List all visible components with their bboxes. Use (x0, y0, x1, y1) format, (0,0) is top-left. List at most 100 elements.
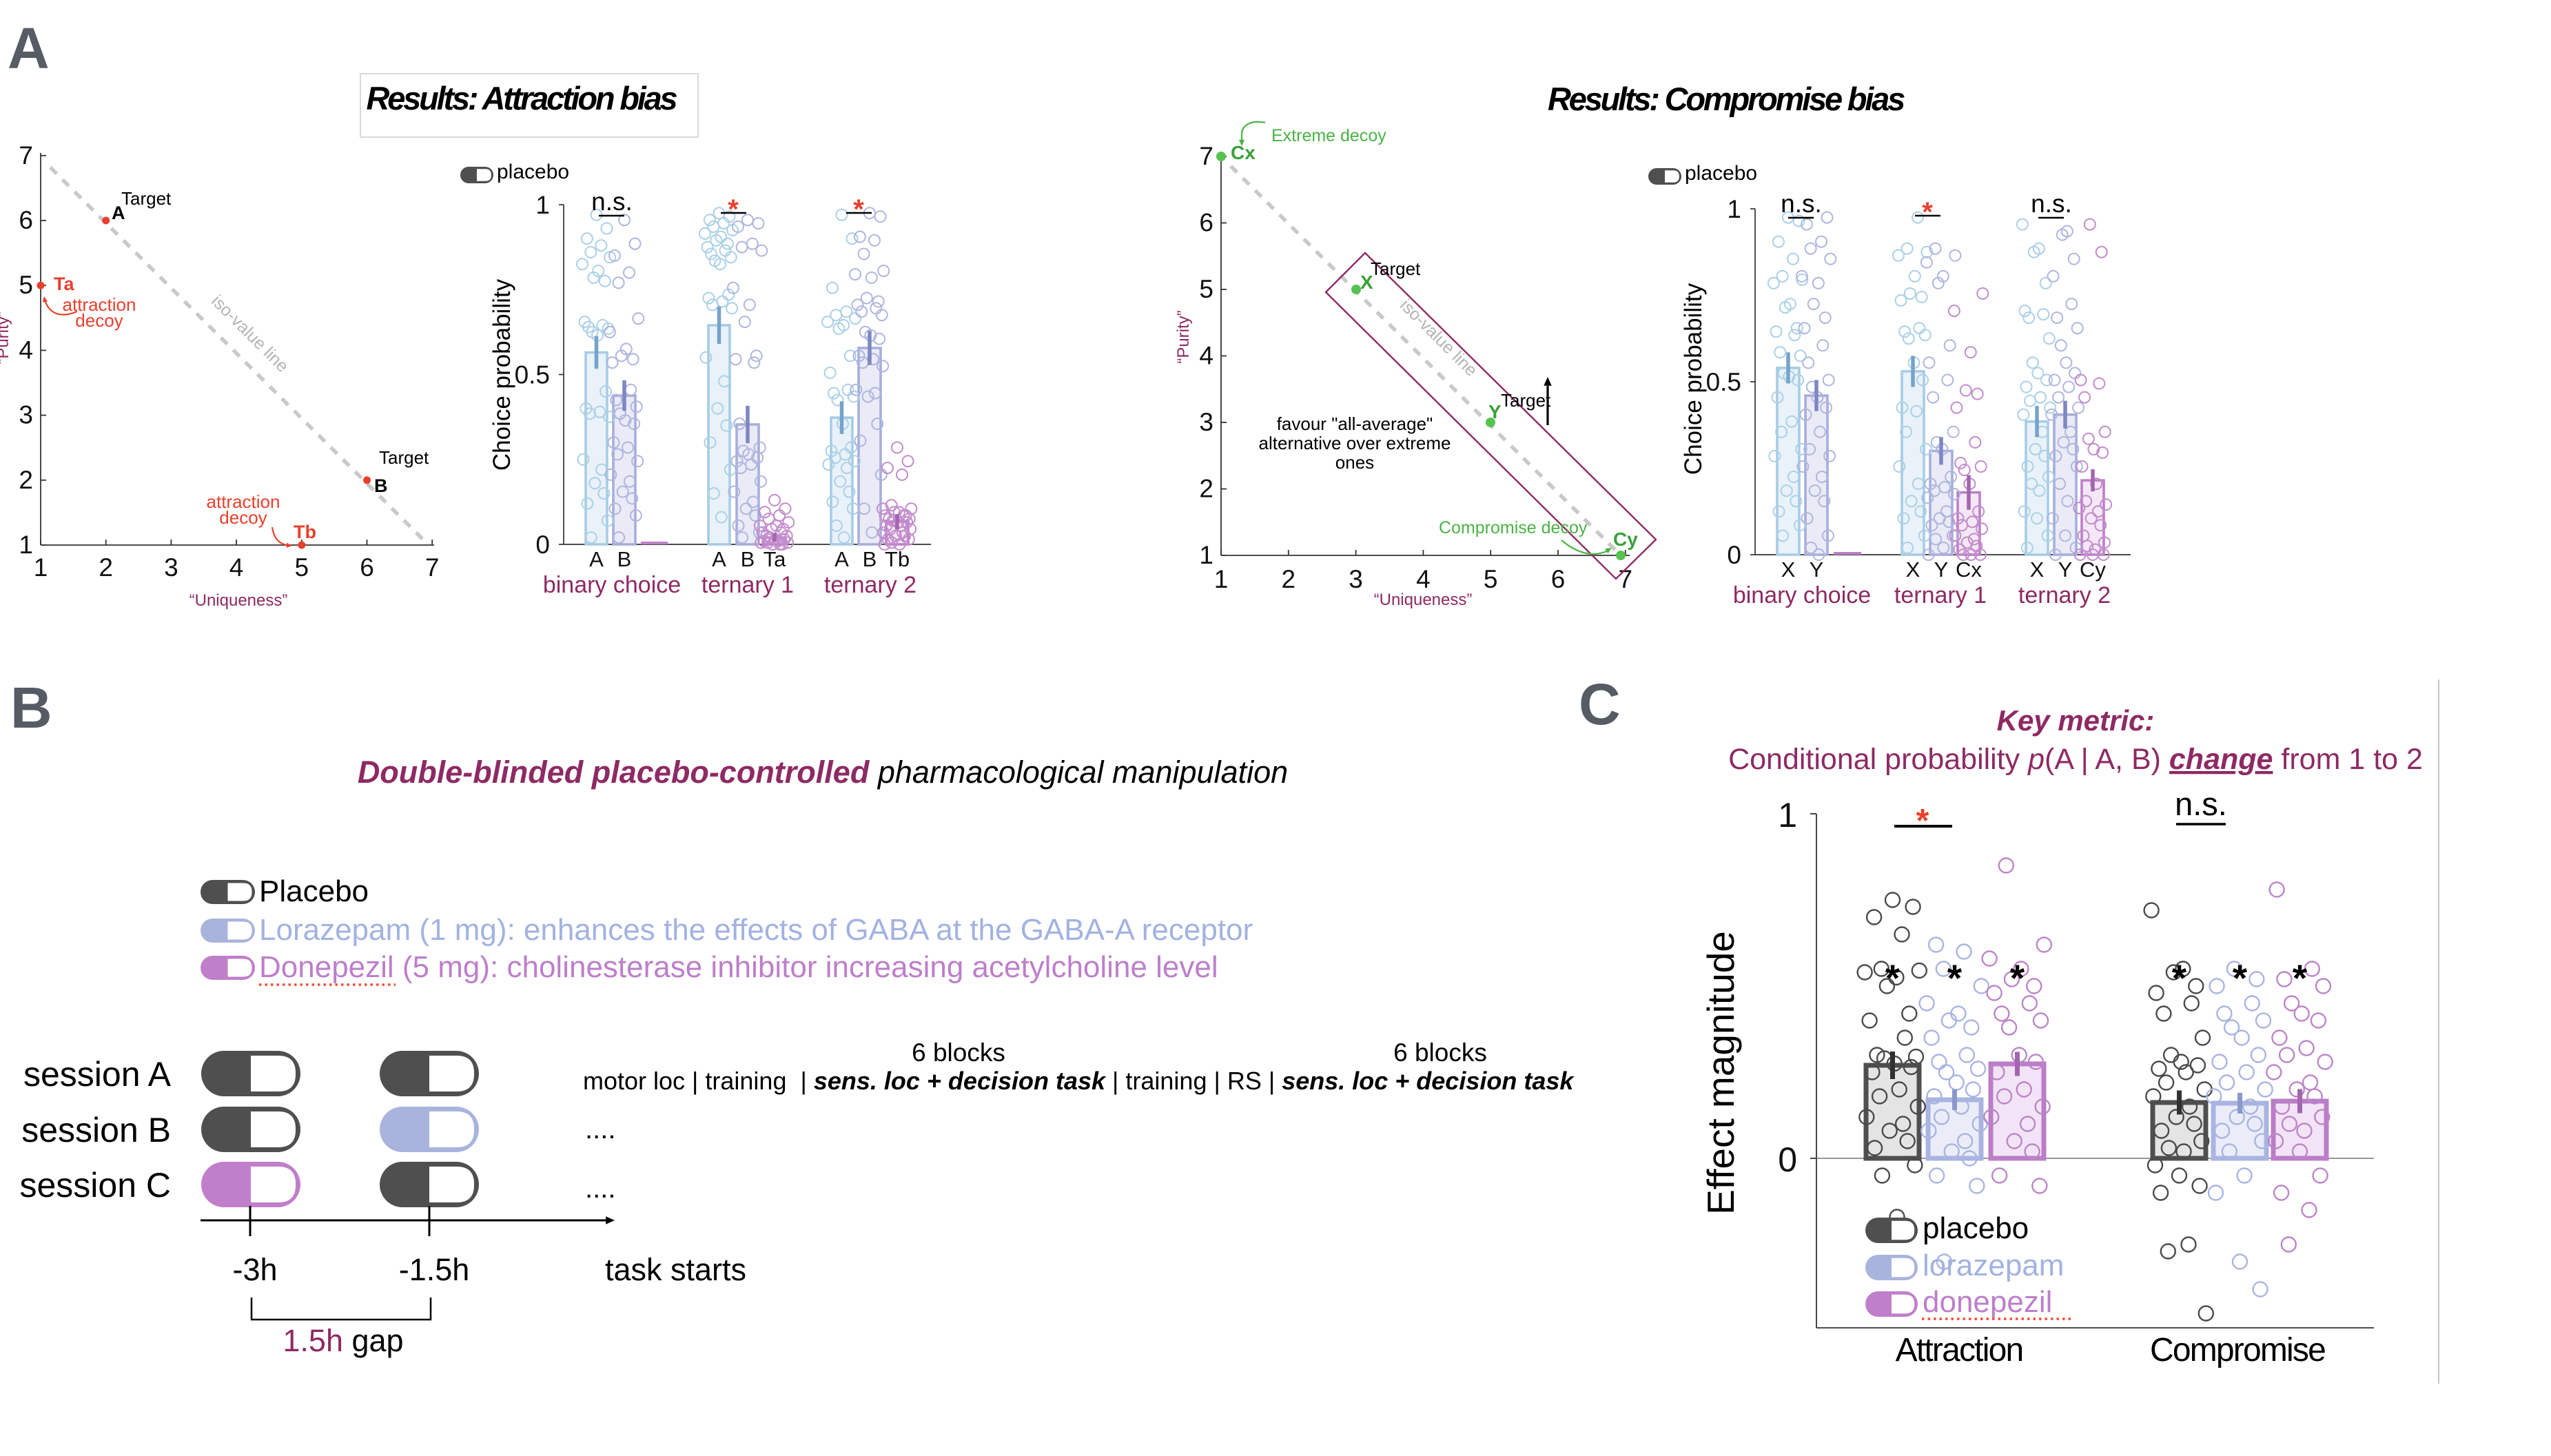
svg-text:A: A (8, 16, 50, 81)
svg-text:B: B (863, 547, 877, 571)
svg-text:0: 0 (535, 531, 550, 559)
svg-text:*: * (728, 194, 739, 225)
svg-text:favour "all-average": favour "all-average" (1277, 413, 1433, 434)
svg-text:X: X (1360, 271, 1373, 293)
svg-text:attraction: attraction (63, 294, 136, 315)
svg-text:“Purity”: “Purity” (1174, 310, 1193, 363)
svg-text:Ta: Ta (54, 274, 74, 294)
svg-text:5: 5 (1199, 275, 1213, 303)
svg-text:3: 3 (19, 401, 33, 429)
svg-text:task starts: task starts (605, 1252, 746, 1287)
svg-text:Cy: Cy (2080, 557, 2106, 582)
svg-text:*: * (1885, 956, 1901, 999)
svg-text:3: 3 (164, 553, 178, 582)
svg-text:Choice probability: Choice probability (489, 278, 515, 471)
svg-text:Double-blinded placebo-control: Double-blinded placebo-controlled pharma… (358, 755, 1288, 790)
svg-text:1: 1 (19, 531, 33, 559)
svg-text:Tb: Tb (294, 522, 316, 542)
svg-text:Target: Target (121, 188, 172, 209)
svg-text:Target: Target (379, 447, 429, 468)
svg-text:ternary 2: ternary 2 (824, 572, 916, 598)
svg-text:Key metric:: Key metric: (1997, 704, 2155, 737)
svg-text:Conditional probability p(A |: Conditional probability p(A | A, B) chan… (1728, 743, 2423, 776)
svg-text:Tb: Tb (885, 547, 910, 571)
svg-text:placebo: placebo (497, 161, 569, 183)
svg-text:Cx: Cx (1231, 142, 1256, 163)
svg-text:4: 4 (1199, 342, 1213, 370)
svg-text:binary choice: binary choice (543, 572, 681, 598)
svg-text:-1.5h: -1.5h (399, 1252, 470, 1287)
svg-text:X: X (1781, 557, 1796, 582)
svg-text:alternative over extreme: alternative over extreme (1259, 433, 1451, 453)
svg-text:Ta: Ta (764, 547, 787, 571)
svg-text:A: A (589, 547, 604, 571)
svg-text:“Uniqueness”: “Uniqueness” (1374, 591, 1473, 609)
svg-text:0.5: 0.5 (1706, 368, 1741, 396)
svg-text:Y: Y (1810, 557, 1824, 582)
svg-text:Placebo: Placebo (259, 874, 369, 908)
svg-text:*: * (1922, 197, 1933, 227)
svg-text:0: 0 (1727, 541, 1741, 569)
svg-text:ones: ones (1335, 452, 1374, 473)
svg-text:motor loc | training | sens.: motor loc | training | sens. loc + decis… (583, 1067, 1575, 1095)
svg-text:ternary 2: ternary 2 (2018, 582, 2111, 608)
svg-text:Results: Attraction bias: Results: Attraction bias (367, 80, 677, 116)
svg-text:1: 1 (34, 553, 48, 582)
svg-text:0: 0 (1778, 1140, 1797, 1179)
svg-text:n.s.: n.s. (591, 187, 633, 216)
svg-text:attraction: attraction (207, 491, 280, 512)
svg-text:Results: Compromise bias: Results: Compromise bias (1548, 81, 1905, 117)
svg-text:A: A (112, 203, 125, 223)
svg-text:1: 1 (1214, 565, 1229, 593)
svg-text:6 blocks: 6 blocks (912, 1038, 1005, 1067)
svg-text:1: 1 (1727, 195, 1741, 223)
svg-text:Attraction: Attraction (1896, 1332, 2023, 1368)
svg-text:*: * (2172, 956, 2187, 999)
svg-text:decoy: decoy (75, 310, 123, 331)
svg-text:....: .... (585, 1173, 615, 1204)
svg-text:A: A (834, 547, 849, 571)
svg-text:6: 6 (360, 553, 374, 582)
svg-text:6: 6 (1199, 209, 1213, 237)
svg-text:*: * (2233, 956, 2248, 999)
svg-text:decoy: decoy (219, 507, 267, 528)
svg-text:5: 5 (19, 271, 33, 299)
svg-text:3: 3 (1349, 565, 1363, 593)
svg-text:6: 6 (19, 206, 33, 234)
svg-text:6: 6 (1551, 565, 1566, 593)
svg-text:Y: Y (1934, 557, 1949, 582)
svg-text:Y: Y (2058, 557, 2073, 582)
svg-text:“Purity”: “Purity” (0, 311, 12, 364)
svg-text:Extreme decoy: Extreme decoy (1271, 126, 1386, 145)
svg-text:B: B (10, 675, 52, 740)
svg-text:n.s.: n.s. (2031, 189, 2072, 218)
svg-text:n.s.: n.s. (2175, 786, 2227, 822)
svg-text:Choice probability: Choice probability (1680, 283, 1707, 475)
svg-text:4: 4 (229, 553, 244, 582)
svg-text:Effect magnitude: Effect magnitude (1699, 931, 1742, 1215)
svg-text:7: 7 (425, 553, 440, 582)
svg-text:session B: session B (21, 1111, 171, 1149)
svg-text:*: * (1916, 803, 1929, 839)
svg-text:B: B (741, 547, 755, 571)
svg-text:Compromise decoy: Compromise decoy (1439, 518, 1588, 537)
svg-text:5: 5 (295, 553, 309, 582)
svg-text:binary choice: binary choice (1733, 582, 1871, 608)
svg-text:X: X (1906, 557, 1920, 582)
svg-text:A: A (712, 547, 726, 571)
svg-text:2: 2 (1282, 565, 1296, 593)
svg-text:*: * (853, 194, 864, 225)
svg-text:*: * (2010, 956, 2025, 999)
svg-text:*: * (2293, 956, 2308, 999)
svg-text:1: 1 (1778, 796, 1797, 834)
svg-text:lorazepam: lorazepam (1923, 1249, 2064, 1282)
svg-text:Lorazepam (1 mg): enhances the: Lorazepam (1 mg): enhances the effects o… (259, 913, 1253, 947)
svg-text:5: 5 (1484, 565, 1498, 593)
svg-text:Compromise: Compromise (2150, 1332, 2325, 1368)
svg-text:X: X (2030, 557, 2045, 582)
svg-text:donepezil: donepezil (1923, 1285, 2052, 1319)
svg-text:4: 4 (1416, 565, 1431, 593)
svg-text:-3h: -3h (232, 1252, 277, 1287)
svg-text:4: 4 (19, 336, 33, 364)
svg-text:Y: Y (1488, 401, 1502, 422)
